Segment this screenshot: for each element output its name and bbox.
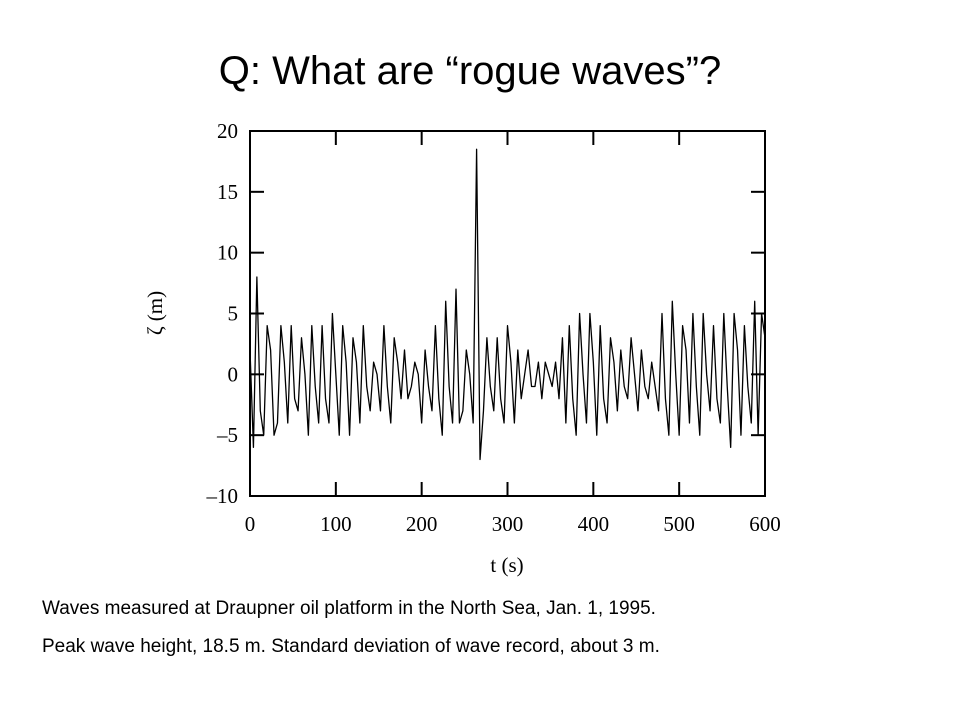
caption-line: Peak wave height, 18.5 m. Standard devia… — [42, 636, 660, 657]
x-tick-label: 0 — [245, 512, 256, 536]
y-tick-label: –10 — [206, 484, 239, 508]
y-tick-label: 5 — [228, 302, 239, 326]
y-tick-label: –5 — [216, 423, 238, 447]
x-tick-label: 300 — [492, 512, 524, 536]
wave-line — [249, 148, 766, 461]
caption-line: Waves measured at Draupner oil platform … — [42, 598, 656, 619]
x-tick-label: 200 — [406, 512, 438, 536]
x-tick-label: 400 — [578, 512, 610, 536]
plot-frame — [249, 130, 766, 497]
x-tick-label: 100 — [320, 512, 352, 536]
y-axis-label: ζ (m) — [143, 291, 167, 335]
y-tick-label: 0 — [228, 362, 239, 386]
x-tick-label: 500 — [663, 512, 695, 536]
slide-title: Q: What are “rogue waves”? — [219, 49, 721, 93]
x-tick-label: 600 — [749, 512, 781, 536]
x-axis-label: t (s) — [490, 553, 523, 577]
y-tick-label: 20 — [217, 119, 238, 143]
y-tick-label: 15 — [217, 180, 238, 204]
y-tick-label: 10 — [217, 241, 238, 265]
